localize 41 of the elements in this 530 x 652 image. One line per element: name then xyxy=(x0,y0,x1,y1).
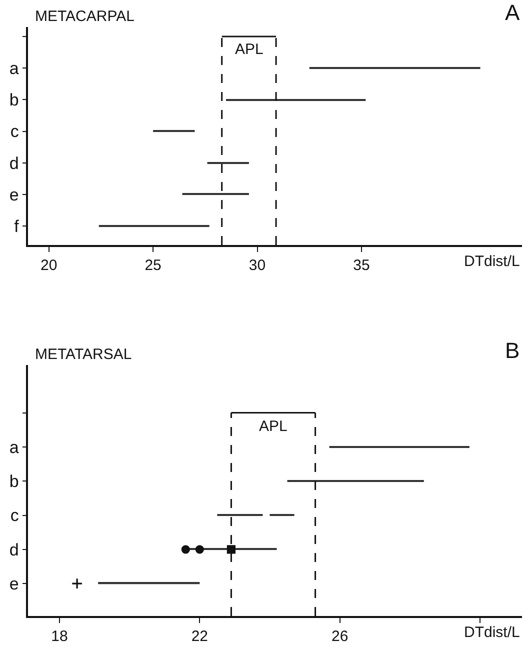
text: B xyxy=(505,338,520,363)
y-tick-label: e xyxy=(9,574,19,594)
x-tick-label: 35 xyxy=(353,256,370,274)
x-axis-title: DTdist/L xyxy=(464,624,520,641)
bar xyxy=(309,67,480,69)
y-tick-label: a xyxy=(9,59,20,78)
x-tick-label: 18 xyxy=(51,628,68,645)
bar xyxy=(329,446,470,448)
bar xyxy=(182,193,249,195)
y-tick-label: b xyxy=(9,472,19,492)
point xyxy=(181,545,190,554)
y-tick-label: c xyxy=(10,122,20,142)
bar xyxy=(226,99,366,101)
y-tick-label: d xyxy=(9,540,19,560)
bar xyxy=(207,162,249,164)
chart-title: METACARPAL xyxy=(35,8,134,25)
bar xyxy=(153,130,195,132)
bar xyxy=(98,582,200,584)
point xyxy=(226,545,236,554)
x-tick-label: 26 xyxy=(331,628,348,645)
y-tick-label: f xyxy=(14,216,20,236)
y-tick-label: a xyxy=(9,438,20,457)
bar xyxy=(98,225,210,227)
x-tick-label: 30 xyxy=(248,256,266,274)
text: A xyxy=(505,0,520,25)
y-tick-label: e xyxy=(9,185,19,204)
annotation: APL xyxy=(259,418,288,435)
x-tick-label: 22 xyxy=(191,628,208,645)
point xyxy=(71,578,83,590)
x-axis-title: DTdist/L xyxy=(464,253,520,270)
chart-title: METATARSAL xyxy=(35,346,132,363)
y-tick-label: d xyxy=(9,154,19,173)
y-tick-label: c xyxy=(10,506,20,526)
x-tick-label: 25 xyxy=(144,256,162,274)
point xyxy=(195,545,204,554)
y-tick-label: b xyxy=(9,90,19,110)
bar xyxy=(287,480,424,482)
bar xyxy=(270,514,294,516)
bar xyxy=(217,514,263,516)
annotation: APL xyxy=(235,41,264,58)
x-tick-label: 20 xyxy=(40,256,58,274)
